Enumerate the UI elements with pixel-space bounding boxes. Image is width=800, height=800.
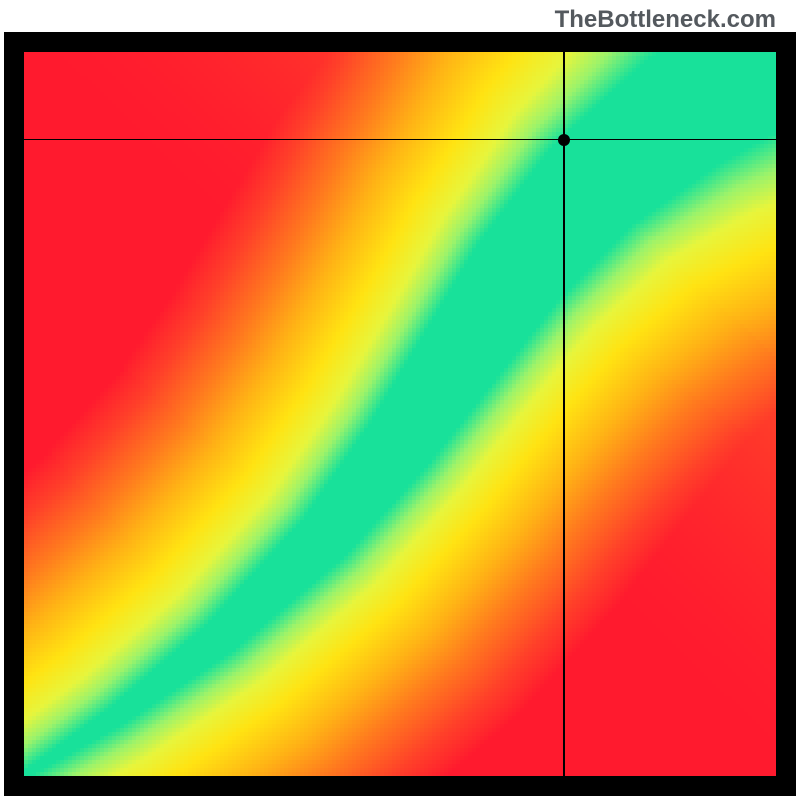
crosshair-horizontal bbox=[24, 139, 776, 141]
bottleneck-heatmap bbox=[24, 52, 776, 776]
frame-right bbox=[776, 32, 796, 796]
crosshair-marker bbox=[558, 134, 570, 146]
frame-left bbox=[4, 32, 24, 796]
frame-bottom bbox=[4, 776, 796, 796]
chart-stage: TheBottleneck.com bbox=[0, 0, 800, 800]
watermark-text: TheBottleneck.com bbox=[555, 6, 776, 34]
frame-top bbox=[4, 32, 796, 52]
crosshair-vertical bbox=[563, 52, 565, 776]
